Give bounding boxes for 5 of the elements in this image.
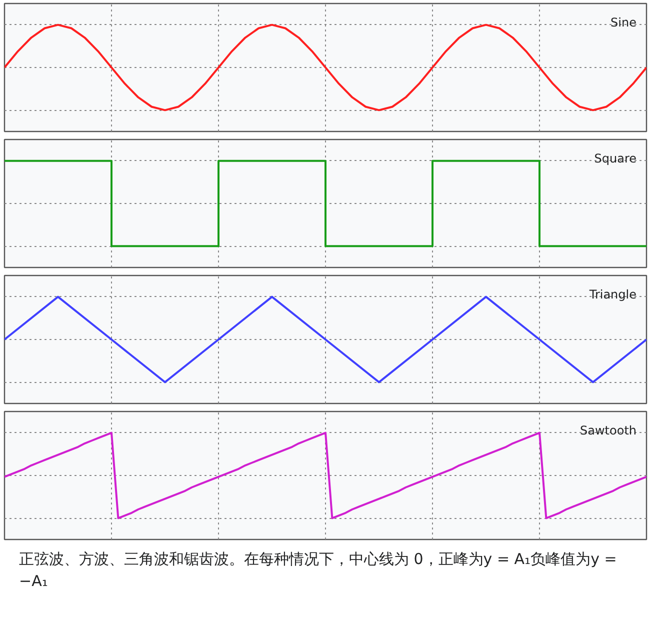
- text: Triangle: [588, 288, 637, 302]
- text: Sine: [610, 16, 637, 30]
- text: 正弦波、方波、三角波和锯齿波。在每种情况下，中心线为 0，正峰为y = A₁负峰值为y = −A₁: [19, 549, 618, 592]
- text: Square: [594, 152, 637, 166]
- text: Sawtooth: [580, 424, 636, 438]
